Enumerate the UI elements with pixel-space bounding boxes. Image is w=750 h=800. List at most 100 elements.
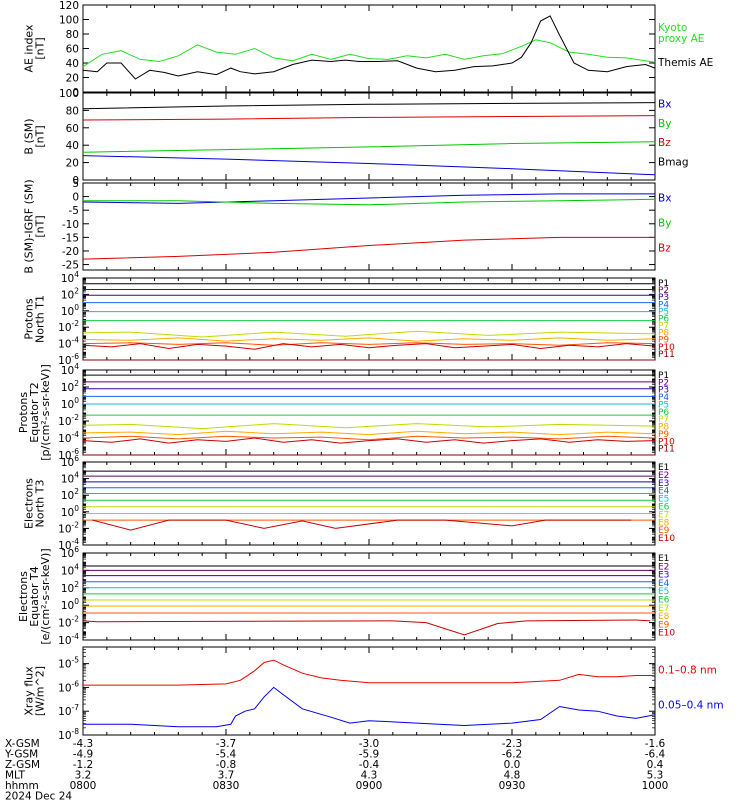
x-date-label: 2024 Dec 24	[5, 791, 72, 800]
y-tick-exponent: 4	[74, 362, 79, 371]
y-tick-label: 104	[61, 270, 79, 285]
legend-label: P8	[658, 423, 669, 433]
y-tick-exponent: 4	[74, 562, 79, 571]
y-axis-label: B (SM)-IGRF (SM)	[23, 179, 36, 273]
y-tick-exponent: 2	[74, 379, 79, 388]
x-row-value: 0.0	[504, 759, 521, 771]
series-line	[82, 115, 656, 121]
legend-label: proxy AE	[658, 33, 704, 45]
legend-label: E3	[658, 571, 669, 581]
series-line	[83, 686, 656, 728]
legend-label: E9	[658, 526, 670, 536]
legend-label: P7	[658, 322, 669, 332]
x-row-value: 3.2	[75, 770, 92, 782]
y-axis-label: [e/(cm²-s-sr-keV)]	[39, 548, 52, 644]
legend-label: E6	[658, 503, 670, 513]
y-axis-label: [W/m^2]	[34, 666, 47, 716]
x-row-label: Y-GSM	[4, 749, 38, 761]
y-tick-label: 100	[59, 15, 79, 27]
y-axis-label: AE index	[23, 24, 36, 73]
y-axis-label: [nT]	[34, 37, 47, 59]
legend-label: P3	[658, 386, 669, 396]
y-tick-label: 10-5	[58, 656, 79, 671]
y-tick-label: 100	[61, 504, 79, 519]
y-tick-label: 106	[61, 545, 79, 560]
series-line	[82, 141, 656, 153]
y-tick-label: 5	[72, 178, 79, 190]
y-tick-label: 10-4	[58, 430, 79, 445]
y-tick-exponent: 2	[74, 286, 79, 295]
y-tick-exponent: -2	[72, 520, 80, 529]
y-tick-label: 104	[61, 362, 79, 377]
legend-label: P5	[658, 307, 669, 317]
x-row-value: 3.7	[218, 770, 235, 782]
y-tick-label: 10-4	[58, 632, 79, 647]
x-row-value: 0.4	[647, 759, 664, 771]
y-tick-label: 60	[66, 123, 79, 135]
x-row-value: 0800	[70, 780, 97, 792]
x-row-value: -3.7	[216, 738, 237, 750]
y-tick-exponent: 0	[74, 303, 79, 312]
legend-label: P2	[658, 378, 669, 388]
legend-label: E6	[658, 596, 670, 606]
y-tick-label: 60	[66, 44, 79, 56]
legend-label: E7	[658, 510, 669, 520]
y-tick-exponent: 4	[74, 270, 79, 279]
y-tick-label: 104	[61, 562, 79, 577]
y-tick-label: 10-2	[58, 413, 79, 428]
series-line	[82, 15, 656, 80]
y-axis-label: Electrons	[17, 571, 30, 622]
x-row-value: -1.6	[645, 738, 666, 750]
y-tick-label: 10-4	[58, 336, 79, 351]
y-axis-label: North T1	[34, 295, 47, 343]
y-axis-label: [nT]	[34, 125, 47, 147]
y-axis-label: Protons	[17, 392, 30, 433]
x-row-value: -2.3	[502, 738, 523, 750]
legend-label: P2	[658, 286, 669, 296]
x-row-value: -6.4	[645, 749, 666, 761]
legend-label: P1	[658, 371, 669, 381]
x-row-value: -0.4	[359, 759, 380, 771]
y-tick-label: 102	[61, 379, 79, 394]
legend-label: P7	[658, 415, 669, 425]
x-row-value: 4.8	[504, 770, 521, 782]
legend-label: Bx	[658, 193, 671, 205]
x-row-label: Z-GSM	[5, 759, 40, 771]
legend-label: 0.05–0.4 nm	[658, 700, 724, 712]
y-tick-label: 120	[59, 0, 79, 12]
legend-label: E3	[658, 479, 669, 489]
y-tick-exponent: -4	[72, 336, 80, 345]
x-row-value: -3.0	[359, 738, 380, 750]
panel-frame	[82, 92, 656, 181]
series-line	[82, 102, 656, 110]
series-line	[82, 337, 656, 342]
x-row-value: -4.9	[73, 749, 94, 761]
y-axis-label: [nT]	[34, 215, 47, 237]
x-row-value: 4.3	[361, 770, 378, 782]
y-tick-label: 20	[66, 158, 79, 170]
legend-label: E5	[658, 587, 669, 597]
y-axis-label: Protons	[23, 298, 36, 339]
y-tick-label: 0	[72, 175, 79, 187]
y-axis-label: North T3	[34, 480, 47, 528]
x-row-value: -5.9	[359, 749, 380, 761]
y-tick-exponent: -2	[72, 615, 80, 624]
legend-label: E5	[658, 495, 669, 505]
y-tick-exponent: 2	[74, 487, 79, 496]
legend-label: By	[658, 218, 671, 230]
legend-label: E4	[658, 487, 670, 497]
legend-label: 0.1–0.8 nm	[658, 664, 717, 676]
panel-frame	[82, 4, 656, 93]
y-tick-label: 0	[72, 192, 79, 204]
legend-label: P11	[658, 350, 675, 360]
series-line	[82, 330, 656, 338]
series-line	[82, 423, 656, 430]
y-tick-label: 10-2	[58, 520, 79, 535]
x-row-value: 5.3	[647, 770, 664, 782]
y-tick-label: -20	[62, 246, 79, 258]
y-tick-label: 100	[61, 303, 79, 318]
